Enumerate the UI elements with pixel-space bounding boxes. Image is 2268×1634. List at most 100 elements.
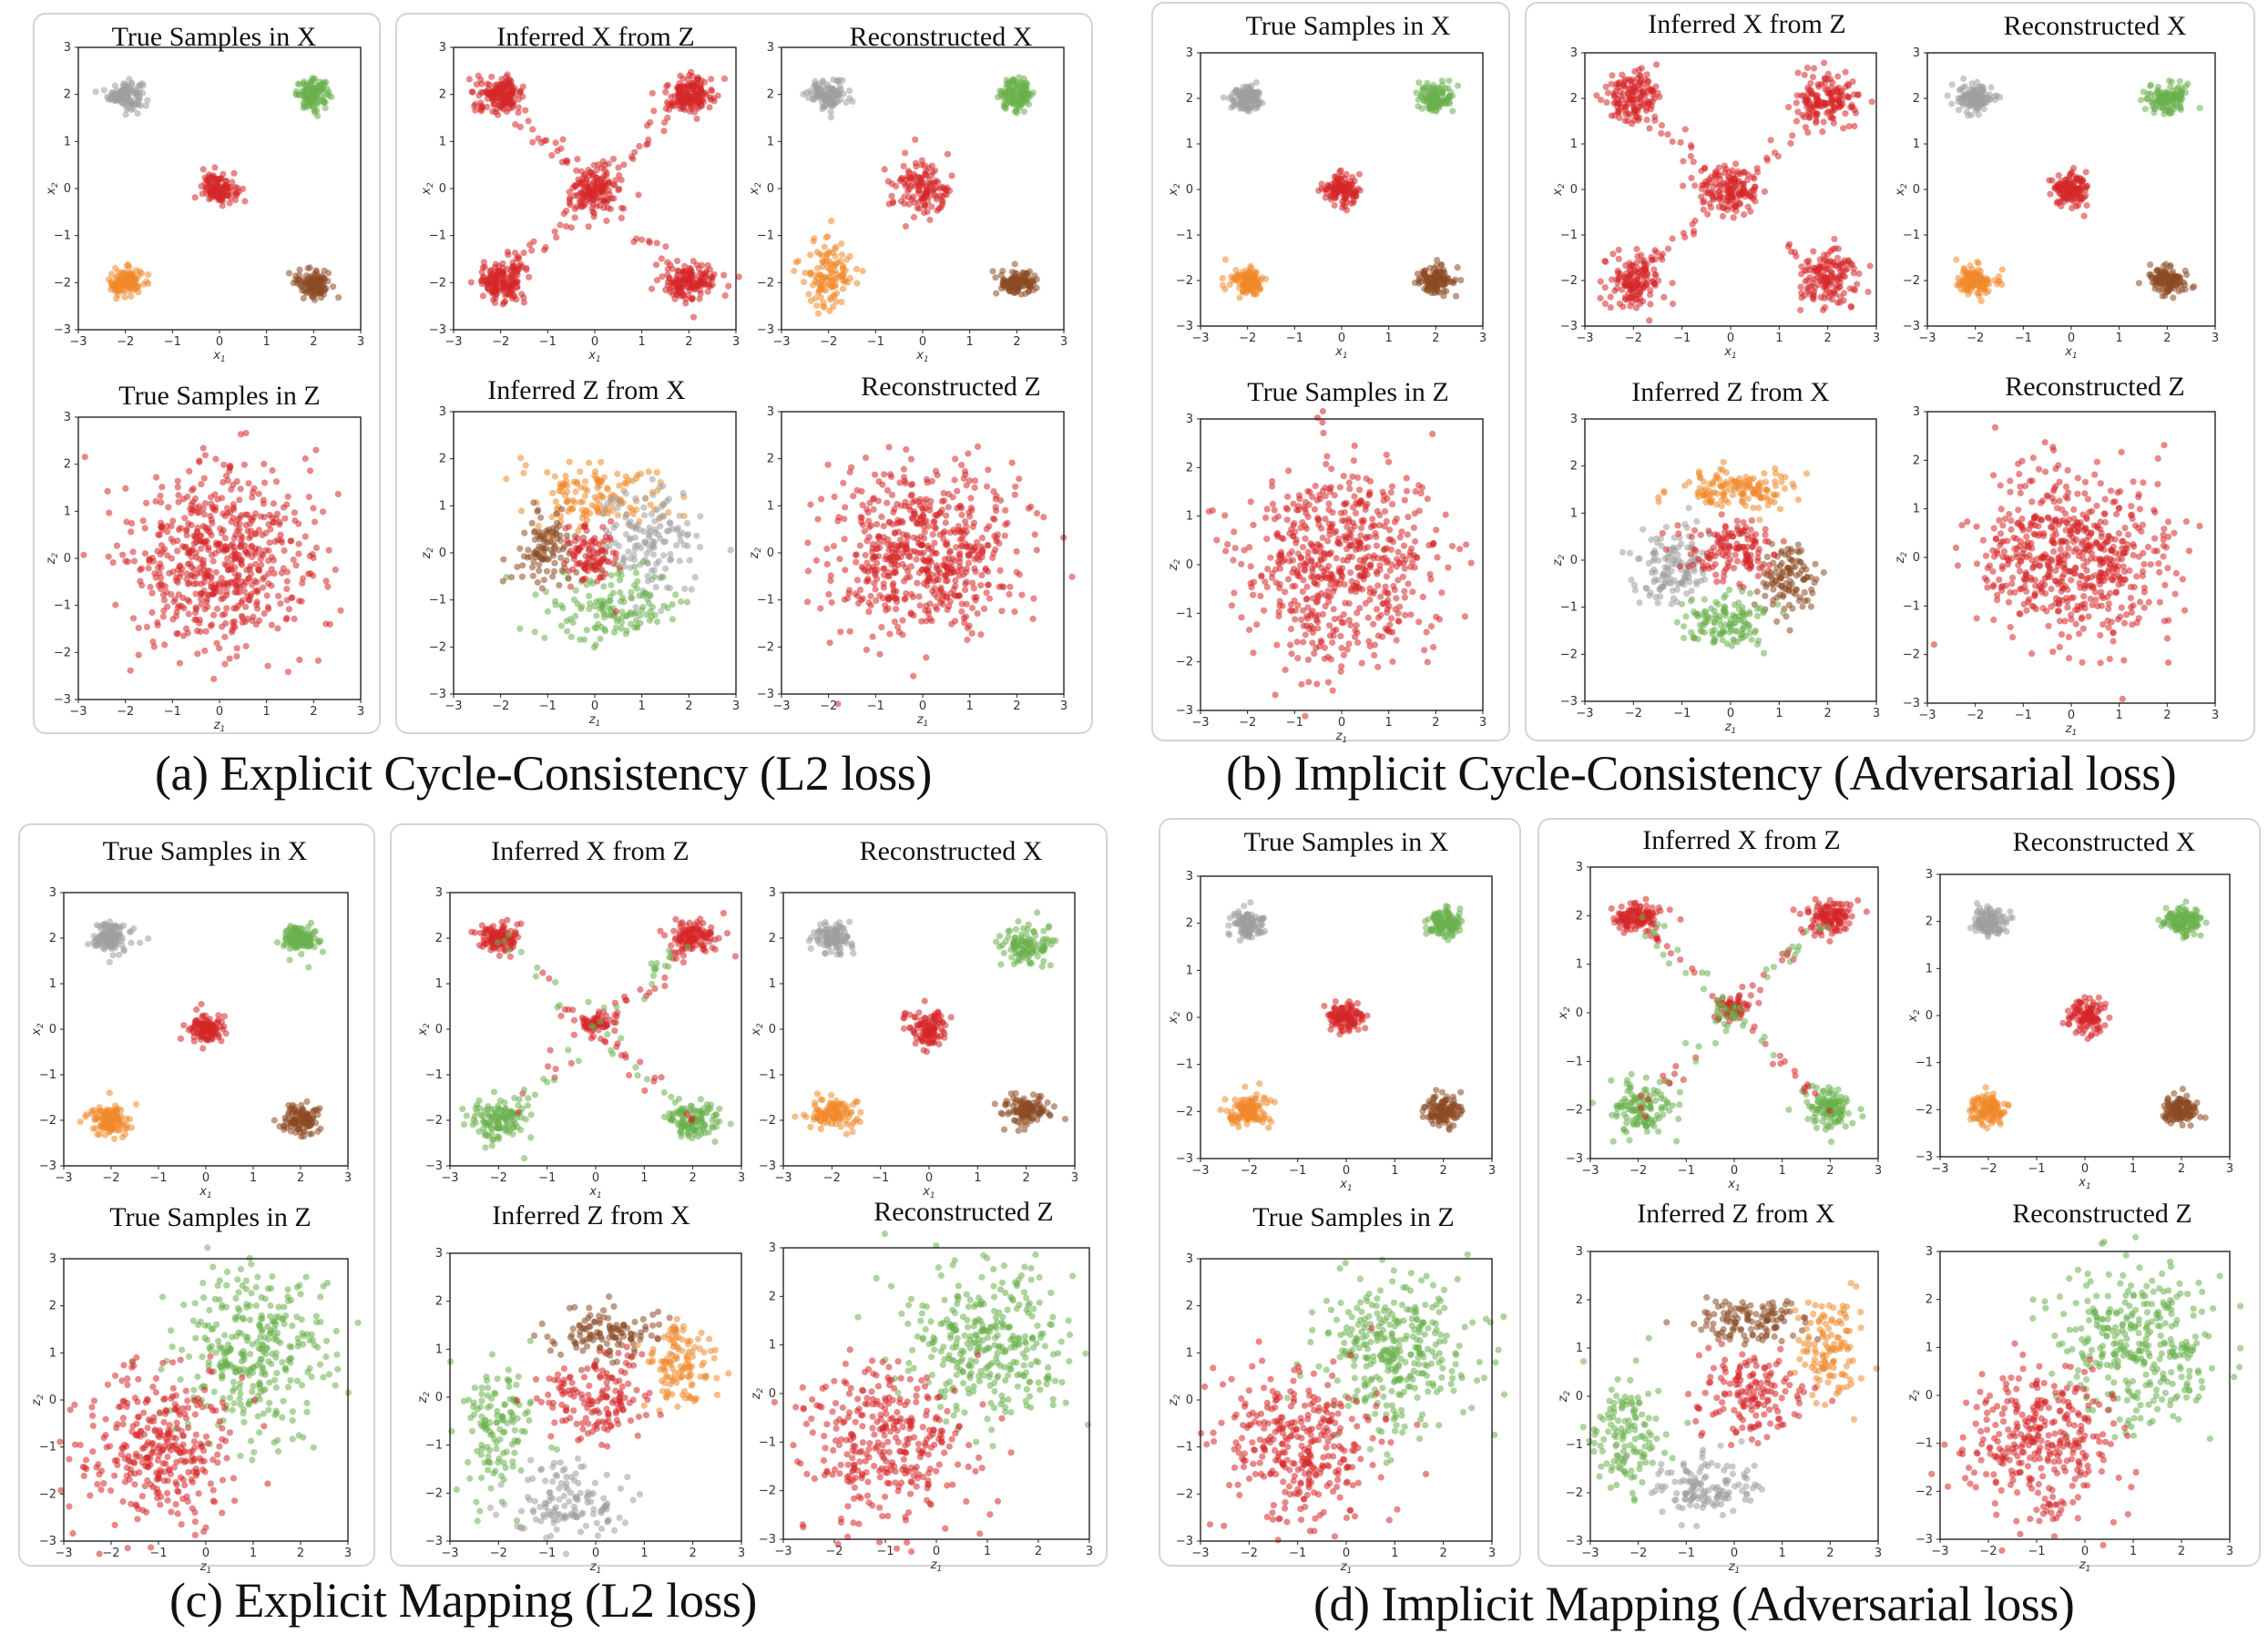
a-true-z-point	[283, 586, 291, 593]
a-inferred-x-point	[668, 93, 675, 100]
a-true-z-point	[221, 660, 229, 668]
a-true-x-point	[134, 110, 141, 117]
a-recon-z-point	[932, 603, 939, 610]
a-true-x-point	[301, 96, 309, 103]
a-recon-z-point	[956, 555, 964, 562]
a-true-z-point	[301, 454, 309, 463]
a-inferred-z-point	[517, 454, 525, 462]
a-true-z-point	[174, 484, 181, 491]
a-inferred-z-point	[669, 616, 676, 623]
a-inferred-z-point	[577, 468, 584, 475]
b-true-x-point	[1241, 88, 1248, 96]
a-inferred-z-ytick-label: −3	[429, 688, 446, 701]
a-inferred-x-point	[658, 255, 665, 262]
b-inferred-x-point	[1793, 99, 1800, 107]
a-true-z-point	[159, 613, 167, 620]
b-inferred-x-point	[1834, 73, 1842, 80]
a-recon-z-point	[856, 587, 864, 594]
b-true-x-ylabel: x2	[1167, 183, 1182, 197]
a-recon-z-point	[888, 491, 895, 498]
a-recon-x-point	[812, 295, 819, 302]
a-true-z-point	[191, 616, 199, 623]
a-inferred-z-point	[556, 582, 563, 589]
b-inferred-x-point	[1634, 75, 1641, 82]
a-inferred-z-point	[612, 521, 620, 528]
a-true-z-point	[271, 570, 278, 577]
a-inferred-z-point	[557, 602, 565, 609]
a-inferred-z-point	[549, 573, 557, 580]
a-inferred-x-point	[571, 214, 578, 221]
a-inferred-x-point	[604, 197, 612, 204]
a-recon-x-point	[827, 294, 834, 301]
a-true-z-point	[236, 514, 243, 522]
a-recon-z-point	[952, 577, 959, 584]
a-true-x-point	[318, 287, 325, 295]
a-true-z-point	[230, 535, 238, 542]
a-inferred-x-point	[679, 93, 687, 100]
b-true-x-point	[1447, 88, 1455, 96]
a-true-z-ytick-label: 1	[64, 505, 71, 518]
a-true-x-point	[132, 267, 140, 274]
a-true-z-point	[180, 495, 188, 503]
a-recon-z-point	[910, 612, 917, 619]
a-inferred-x-xtick-label: 0	[591, 335, 598, 349]
a-recon-z-point	[1016, 571, 1023, 578]
a-recon-z-point	[998, 608, 1006, 615]
a-true-z-point	[175, 498, 182, 506]
a-inferred-z-point	[572, 612, 579, 620]
a-inferred-x-point	[473, 81, 480, 88]
a-inferred-z-point	[595, 541, 602, 548]
a-recon-z-point	[941, 528, 948, 536]
b-inferred-x-point	[1823, 100, 1830, 107]
a-recon-z-point	[919, 541, 926, 548]
a-inferred-z-point	[552, 529, 559, 537]
a-inferred-z-point	[532, 591, 539, 598]
b-inferred-x-point	[1849, 78, 1856, 86]
a-recon-z-point	[899, 617, 906, 624]
a-recon-x-point	[839, 77, 846, 84]
a-inferred-x-point	[516, 89, 523, 97]
a-inferred-z-point	[555, 546, 563, 554]
b-true-x-point	[1226, 281, 1233, 288]
a-inferred-z-point	[606, 597, 613, 605]
a-true-z-point	[171, 596, 179, 603]
a-inferred-x-point	[469, 88, 476, 96]
a-true-z-point	[163, 523, 170, 530]
a-true-z-point	[251, 587, 259, 595]
a-recon-z-point	[804, 539, 812, 546]
a-true-z-point	[122, 557, 129, 565]
a-recon-x-point	[1031, 272, 1038, 280]
a-inferred-x-point	[515, 109, 522, 117]
a-recon-x-point	[1013, 82, 1020, 89]
a-true-x-point	[328, 94, 335, 101]
a-inferred-z-point	[640, 504, 648, 511]
a-true-x-point	[191, 194, 199, 201]
a-recon-z-ytick-label: −2	[757, 640, 774, 654]
a-true-x-ytick-label: 2	[64, 88, 71, 102]
a-inferred-x-point	[567, 224, 575, 231]
a-inferred-x-point	[520, 250, 527, 257]
b-inferred-x-point	[1656, 93, 1663, 100]
a-inferred-z-point	[528, 564, 536, 571]
a-true-x-point	[126, 273, 133, 281]
a-true-z-point	[210, 585, 218, 592]
b-inferred-x-point	[1845, 123, 1853, 130]
a-true-z-point	[246, 520, 253, 527]
a-recon-x-point	[936, 185, 944, 192]
a-recon-z-point	[894, 623, 902, 630]
a-recon-x-point	[834, 259, 842, 266]
a-true-x-ytick-label: −1	[54, 230, 71, 243]
a-inferred-z-point	[623, 627, 630, 634]
a-recon-z-point	[974, 443, 982, 450]
b-inferred-x-point	[1819, 128, 1826, 136]
a-true-z-point	[295, 540, 302, 547]
b-inferred-x-point	[1597, 97, 1605, 104]
a-inferred-z-point	[580, 534, 587, 542]
a-true-z-point	[310, 505, 317, 512]
b-true-x-point	[1422, 278, 1430, 285]
a-recon-z-point	[892, 595, 899, 602]
a-recon-z-point	[952, 455, 959, 463]
a-recon-z-point	[907, 455, 914, 463]
b-true-x-point	[1457, 277, 1465, 284]
a-recon-x-point	[817, 294, 824, 301]
